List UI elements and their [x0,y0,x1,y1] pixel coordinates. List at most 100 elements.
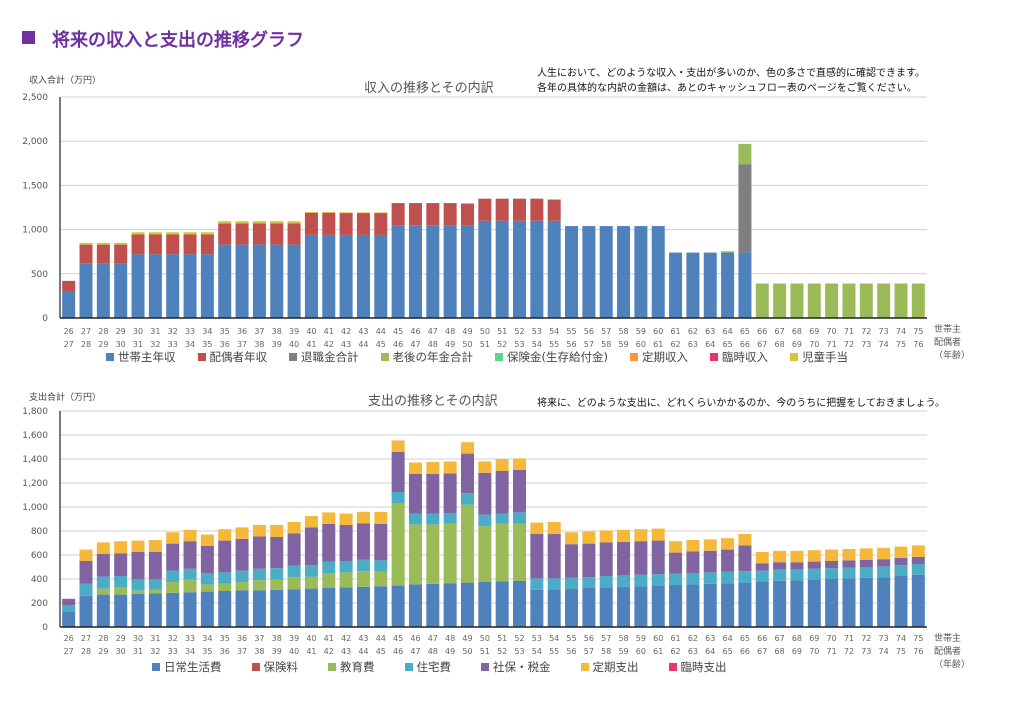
expense-bar-segment [166,592,180,627]
expense-bar-segment [304,588,318,627]
expense-bar-segment [495,513,509,524]
expense-bar-segment [617,529,631,542]
income-x-tick-head-age: 60 [653,327,663,336]
expense-bar-segment [911,556,925,564]
expense-bar-segment [530,589,544,627]
legend-swatch [495,353,503,361]
expense-x-tick-spouse-age: 57 [584,647,594,656]
income-bar-segment [148,232,162,235]
legend-swatch [404,663,413,671]
legend-swatch [197,353,206,361]
income-y-tick-label: 2,500 [22,93,48,103]
expense-bar-segment [79,583,93,596]
expense-x-tick-head-age: 29 [116,634,126,643]
expense-bar-segment [582,531,596,544]
expense-x-tick-head-age: 62 [688,634,698,643]
income-x-tick-spouse-age: 44 [358,340,368,349]
income-bar-segment [270,221,284,224]
expense-x-tick-spouse-age: 69 [792,647,802,656]
expense-x-tick-spouse-age: 52 [497,647,507,656]
income-x-tick-spouse-age: 39 [272,340,282,349]
expense-bar-segment [634,574,648,587]
expense-bar-segment [96,553,110,577]
expense-x-tick-head-age: 53 [532,634,542,643]
income-x-tick-head-age: 50 [480,327,490,336]
income-bar-segment [218,221,232,224]
income-x-tick-head-age: 67 [775,327,785,336]
expense-bar-segment [773,580,787,627]
income-x-tick-spouse-age: 67 [757,340,767,349]
income-bar-segment [339,212,353,235]
age-note-unit: （年齢） [934,351,971,361]
income-x-tick-head-age: 62 [688,327,698,336]
income-bar-segment [322,211,336,213]
expense-bar-segment [356,559,370,572]
expense-bar-segment [495,459,509,471]
income-bar-segment [114,263,128,318]
expense-bar-segment [287,589,301,627]
income-bar-segment [287,223,301,245]
expense-x-tick-head-age: 66 [757,634,767,643]
income-x-tick-head-age: 30 [133,327,143,336]
expense-bar-segment [287,522,301,534]
income-bar-segment [148,254,162,318]
income-y-tick-label: 1,000 [22,226,48,236]
expense-bar-segment [339,513,353,525]
expense-bar-segment [669,541,683,553]
expense-x-tick-spouse-age: 54 [532,647,542,656]
income-x-tick-head-age: 56 [584,327,594,336]
income-bar-segment [252,223,266,245]
expense-bar-segment [738,582,752,627]
expense-x-tick-spouse-age: 33 [168,647,178,656]
income-bar-segment [304,212,318,235]
income-bar-segment [460,225,474,318]
income-bar-segment [304,211,318,213]
expense-bar-segment [443,461,457,474]
expense-x-tick-head-age: 39 [289,634,299,643]
income-x-tick-spouse-age: 65 [722,340,732,349]
expense-x-tick-spouse-age: 62 [670,647,680,656]
income-bar-segment [270,223,284,245]
income-x-tick-spouse-age: 28 [81,340,91,349]
expense-bar-segment [443,523,457,584]
expense-bar-segment [218,583,232,591]
expense-bar-segment [166,570,180,582]
legend-swatch [709,353,718,361]
expense-bar-segment [218,591,232,627]
income-x-tick-spouse-age: 63 [688,340,698,349]
income-x-tick-head-age: 29 [116,327,126,336]
income-bar-segment [617,226,631,318]
income-x-tick-spouse-age: 42 [324,340,334,349]
expense-bar-segment [131,590,145,594]
expense-bar-segment [183,541,197,569]
expense-bar-segment [166,543,180,571]
income-x-tick-head-age: 49 [462,327,472,336]
expense-bar-segment [79,549,93,561]
expense-bar-segment [62,605,76,612]
expense-bar-segment [755,570,769,582]
legend-label: 退職金合計 [301,350,359,364]
income-x-tick-spouse-age: 33 [168,340,178,349]
income-bar-segment [842,283,856,318]
expense-x-tick-head-age: 51 [497,634,507,643]
expense-bar-segment [859,548,873,560]
legend-label: 日常生活費 [164,660,222,674]
income-bar-segment [339,234,353,318]
expense-x-tick-head-age: 33 [185,634,195,643]
legend-item-social-tax: 社保・税金 [481,659,551,675]
expense-x-tick-head-age: 57 [601,634,611,643]
income-bar-segment [565,226,579,318]
expense-x-tick-spouse-age: 38 [254,647,264,656]
expense-bar-segment [235,527,249,539]
expense-bar-segment [565,532,579,545]
income-bar-segment [183,234,197,255]
expense-x-tick-head-age: 41 [324,634,334,643]
income-x-tick-head-age: 36 [237,327,247,336]
income-x-tick-head-age: 70 [827,327,837,336]
income-x-tick-spouse-age: 50 [462,340,472,349]
income-bar-segment [408,225,422,318]
expense-y-tick-label: 1,000 [22,503,48,513]
title-marker [22,31,35,44]
legend-item-retirement: 退職金合計 [289,349,359,365]
expense-x-tick-head-age: 67 [775,634,785,643]
